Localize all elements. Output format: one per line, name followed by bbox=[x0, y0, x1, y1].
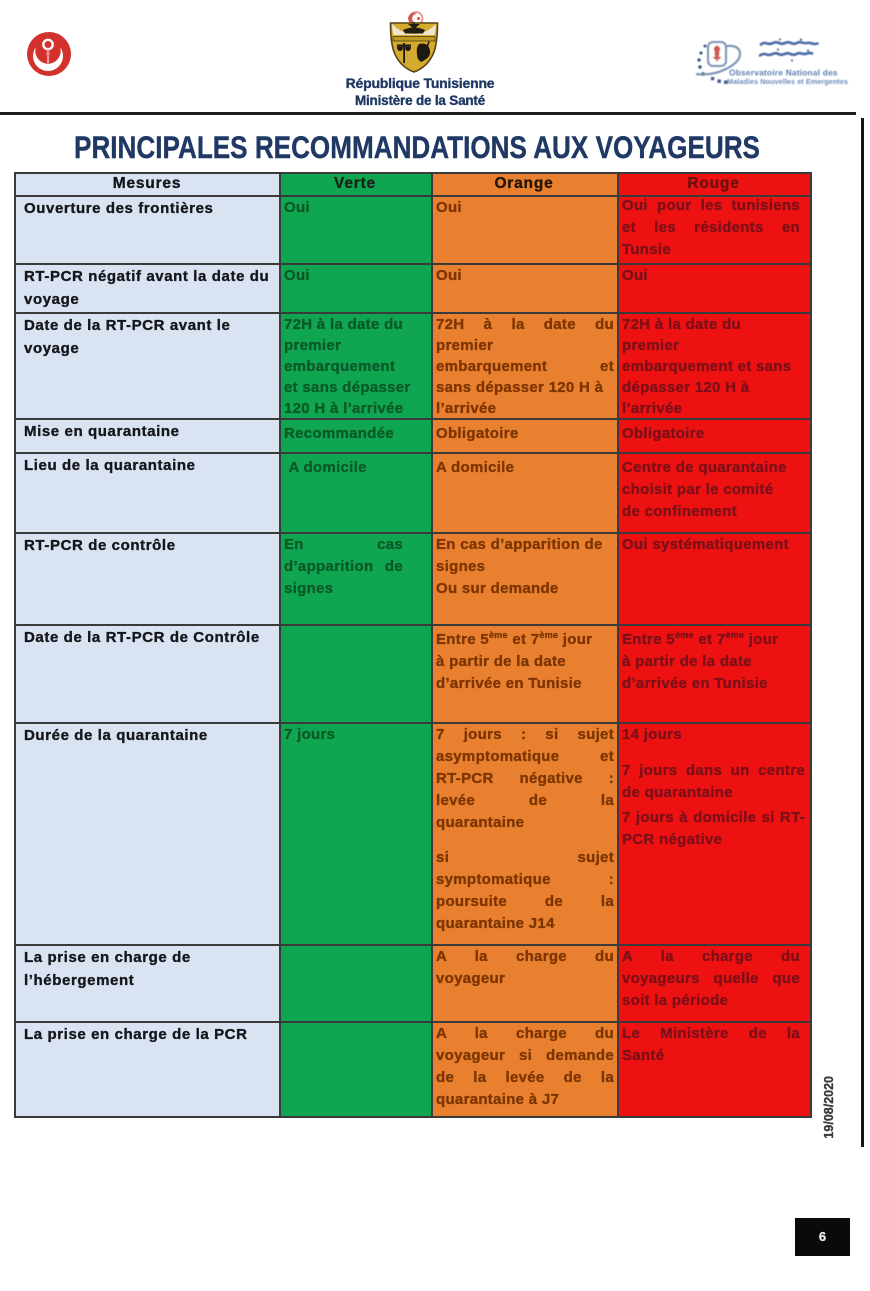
svg-text:Maladies Nouvelles et Emergent: Maladies Nouvelles et Emergentes bbox=[727, 77, 848, 86]
svg-text:Observatoire National des: Observatoire National des bbox=[729, 68, 838, 78]
